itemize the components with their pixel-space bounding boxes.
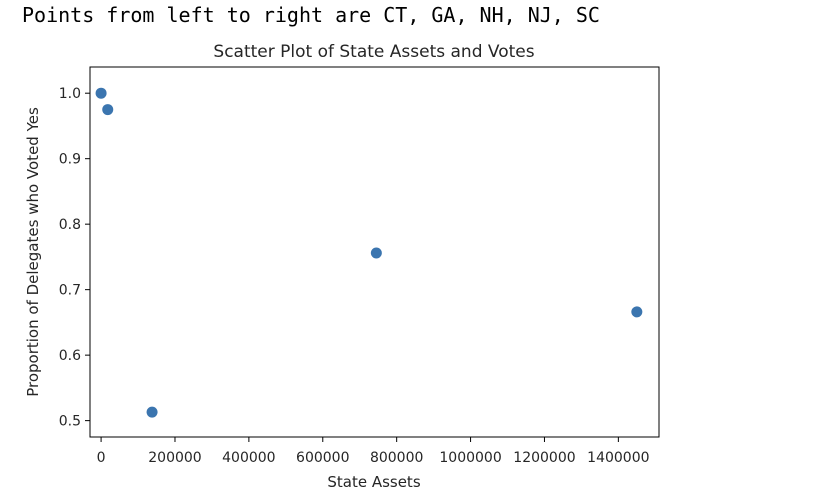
data-point: [102, 104, 114, 116]
y-tick-label: 0.9: [59, 152, 81, 168]
x-tick-label: 0: [97, 450, 106, 466]
data-point: [370, 247, 382, 259]
chart-caption: Points from left to right are CT, GA, NH…: [22, 3, 600, 27]
data-point: [146, 406, 158, 418]
x-tick-label: 1200000: [513, 450, 575, 466]
y-tick-label: 0.6: [59, 348, 81, 364]
x-axis-ticks: 0 200000 400000 600000 800000 1000000 1200000 1…: [97, 437, 650, 466]
x-tick-label: 400000: [222, 450, 275, 466]
plot-frame: [89, 66, 660, 438]
x-tick-label: 1000000: [439, 450, 501, 466]
x-axis-label: State Assets: [327, 473, 420, 491]
chart-title: Scatter Plot of State Assets and Votes: [213, 42, 534, 62]
data-points: [95, 87, 643, 418]
x-tick-label: 1400000: [587, 450, 649, 466]
y-axis-ticks: 0.5 0.6 0.7 0.8 0.9 1.0: [59, 86, 90, 430]
y-tick-label: 1.0: [59, 86, 81, 102]
y-tick-label: 0.5: [59, 414, 81, 430]
data-point: [631, 306, 643, 318]
x-tick-label: 800000: [370, 450, 423, 466]
data-point: [95, 87, 107, 99]
y-axis-label: Proportion of Delegates who Voted Yes: [24, 107, 42, 397]
x-tick-label: 600000: [296, 450, 349, 466]
y-tick-label: 0.7: [59, 283, 81, 299]
y-tick-label: 0.8: [59, 217, 81, 233]
x-tick-label: 200000: [148, 450, 201, 466]
